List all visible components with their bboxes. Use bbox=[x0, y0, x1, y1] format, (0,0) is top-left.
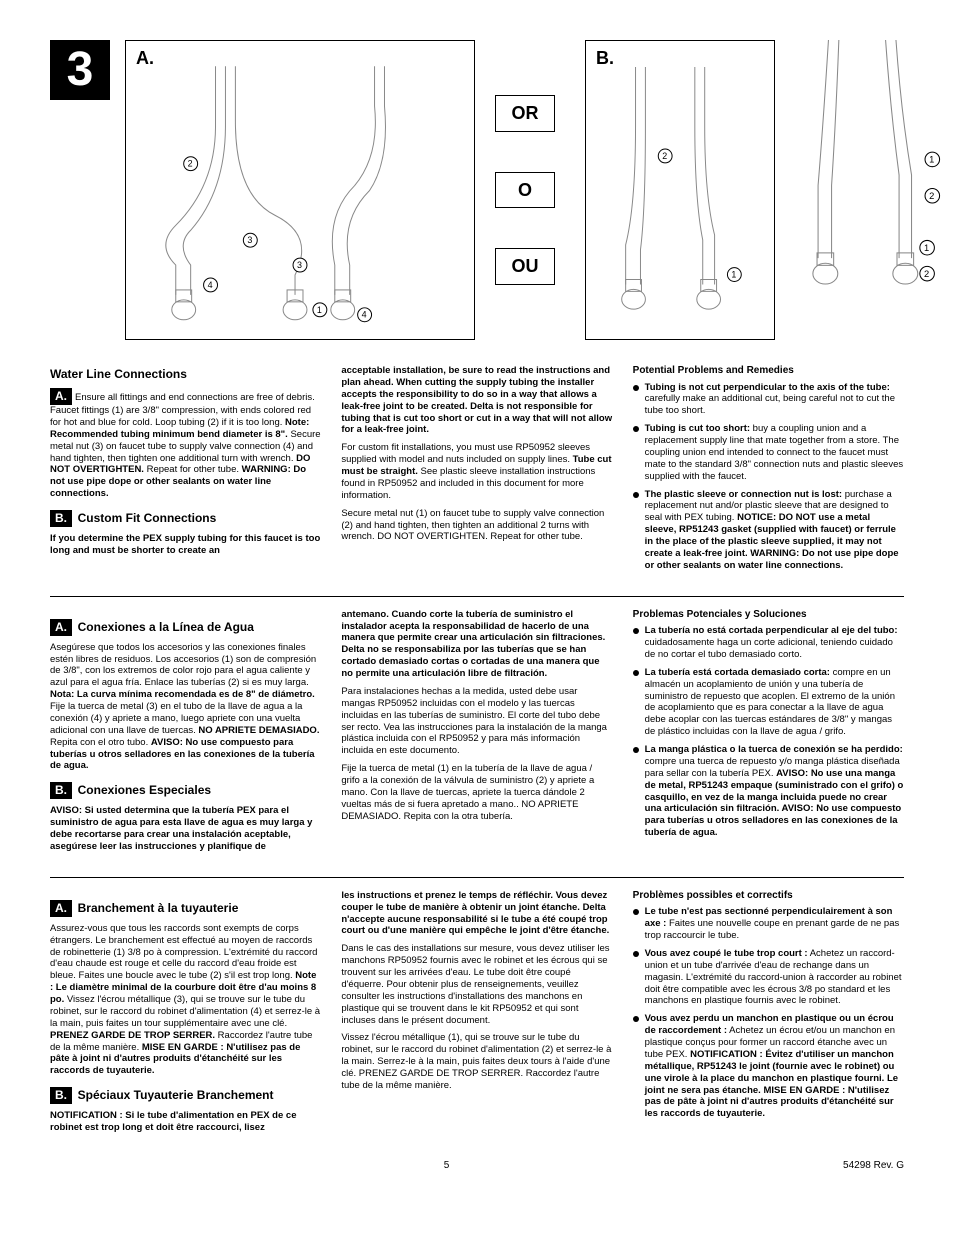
english-col1: Water Line Connections A.Ensure all fitt… bbox=[50, 365, 321, 578]
spanish-mid3: Fije la tuerca de metal (1) en la tuberí… bbox=[341, 763, 612, 822]
page-number: 5 bbox=[444, 1160, 450, 1173]
bullet-item: Le tube n'est pas sectionné perpendicula… bbox=[633, 906, 904, 942]
heading-potential-fr: Problèmes possibles et correctifs bbox=[633, 890, 904, 903]
diagram-a-illustration: 2 3 4 3 1 4 bbox=[136, 64, 464, 327]
svg-text:4: 4 bbox=[362, 310, 367, 320]
or-label-es: O bbox=[495, 172, 555, 209]
label-b-es: B. bbox=[50, 782, 72, 799]
french-bullets: Le tube n'est pas sectionné perpendicula… bbox=[633, 906, 904, 1120]
bullet-item: Vous avez coupé le tube trop court : Ach… bbox=[633, 948, 904, 1007]
step-number-badge: 3 bbox=[50, 40, 110, 100]
revision: 54298 Rev. G bbox=[843, 1160, 904, 1173]
french-p2: NOTIFICATION : Si le tube d'alimentation… bbox=[50, 1110, 321, 1134]
heading-custom-es: Conexiones Especiales bbox=[78, 783, 211, 797]
french-mid2: Dans le cas des installations sur mesure… bbox=[341, 943, 612, 1026]
french-col1: A. Branchement à la tuyauterie Assurez-v… bbox=[50, 890, 321, 1140]
bullet-item: Tubing is cut too short: buy a coupling … bbox=[633, 423, 904, 482]
svg-text:2: 2 bbox=[662, 151, 667, 161]
diagram-a-label: A. bbox=[136, 47, 154, 70]
spanish-mid1: antemano. Cuando corte la tubería de sum… bbox=[341, 609, 612, 680]
diagram-a: A. bbox=[125, 40, 475, 340]
spanish-section: A. Conexiones a la Línea de Agua Asegúre… bbox=[50, 609, 904, 859]
english-mid2: For custom fit installations, you must u… bbox=[341, 442, 612, 501]
svg-text:3: 3 bbox=[247, 235, 252, 245]
svg-text:1: 1 bbox=[924, 243, 929, 253]
spanish-p2: AVISO: Si usted determina que la tubería… bbox=[50, 805, 321, 853]
french-mid1: les instructions et prenez le temps de r… bbox=[341, 890, 612, 938]
english-p2: If you determine the PEX supply tubing f… bbox=[50, 533, 321, 557]
or-label-stack: OR O OU bbox=[485, 40, 565, 340]
bullet-item: La tubería está cortada demasiado corta:… bbox=[633, 667, 904, 738]
english-bullets: Tubing is not cut perpendicular to the a… bbox=[633, 382, 904, 572]
svg-text:2: 2 bbox=[188, 159, 193, 169]
separator bbox=[50, 596, 904, 597]
label-a-fr: A. bbox=[50, 900, 72, 917]
svg-text:2: 2 bbox=[924, 269, 929, 279]
french-mid3: Vissez l'écrou métallique (1), qui se tr… bbox=[341, 1032, 612, 1091]
bullet-item: La tubería no está cortada perpendicular… bbox=[633, 625, 904, 661]
french-col2: les instructions et prenez le temps de r… bbox=[341, 890, 612, 1140]
spanish-p1: Asegúrese que todos los accesorios y las… bbox=[50, 642, 321, 773]
label-a: A. bbox=[50, 388, 72, 405]
english-section: Water Line Connections A.Ensure all fitt… bbox=[50, 365, 904, 578]
diagram-c-illustration: 1 2 1 2 bbox=[790, 40, 950, 310]
step-header-row: 3 A. bbox=[50, 40, 904, 340]
svg-text:1: 1 bbox=[929, 155, 934, 165]
diagram-row: A. bbox=[125, 40, 950, 340]
english-col2: acceptable installation, be sure to read… bbox=[341, 365, 612, 578]
french-p1: Assurez-vous que tous les raccords sont … bbox=[50, 923, 321, 1077]
separator bbox=[50, 877, 904, 878]
svg-text:1: 1 bbox=[317, 305, 322, 315]
diagram-b-illustration: 2 1 bbox=[596, 64, 764, 327]
diagram-c: 1 2 1 2 bbox=[790, 40, 950, 310]
or-label-en: OR bbox=[495, 95, 555, 132]
heading-water-line: Water Line Connections bbox=[50, 367, 321, 382]
spanish-col2: antemano. Cuando corte la tubería de sum… bbox=[341, 609, 612, 859]
svg-text:4: 4 bbox=[208, 280, 213, 290]
or-label-fr: OU bbox=[495, 248, 555, 285]
diagram-b: B. 2 1 bbox=[585, 40, 775, 340]
label-b: B. bbox=[50, 510, 72, 527]
english-p1: A.Ensure all fittings and end connection… bbox=[50, 388, 321, 500]
heading-water-es: Conexiones a la Línea de Agua bbox=[78, 620, 254, 634]
heading-custom-fr: Spéciaux Tuyauterie Branchement bbox=[78, 1088, 274, 1102]
label-a-es: A. bbox=[50, 619, 72, 636]
heading-custom: Custom Fit Connections bbox=[78, 511, 217, 525]
svg-text:1: 1 bbox=[731, 270, 736, 280]
heading-water-fr: Branchement à la tuyauterie bbox=[78, 901, 239, 915]
bullet-item: Vous avez perdu un manchon en plastique … bbox=[633, 1013, 904, 1120]
spanish-bullets: La tubería no está cortada perpendicular… bbox=[633, 625, 904, 839]
heading-potential-es: Problemas Potenciales y Soluciones bbox=[633, 609, 904, 622]
bullet-item: The plastic sleeve or connection nut is … bbox=[633, 489, 904, 572]
bullet-item: Tubing is not cut perpendicular to the a… bbox=[633, 382, 904, 418]
diagram-b-label: B. bbox=[596, 47, 614, 70]
svg-text:3: 3 bbox=[297, 260, 302, 270]
english-mid1: acceptable installation, be sure to read… bbox=[341, 365, 612, 436]
svg-text:2: 2 bbox=[929, 191, 934, 201]
label-b-row: B. Custom Fit Connections bbox=[50, 510, 321, 527]
page-footer: 5 54298 Rev. G bbox=[50, 1160, 904, 1173]
french-section: A. Branchement à la tuyauterie Assurez-v… bbox=[50, 890, 904, 1140]
english-mid3: Secure metal nut (1) on faucet tube to s… bbox=[341, 508, 612, 544]
spanish-col1: A. Conexiones a la Línea de Agua Asegúre… bbox=[50, 609, 321, 859]
english-col3: Potential Problems and Remedies Tubing i… bbox=[633, 365, 904, 578]
label-b-fr: B. bbox=[50, 1087, 72, 1104]
spanish-mid2: Para instalaciones hechas a la medida, u… bbox=[341, 686, 612, 757]
heading-potential: Potential Problems and Remedies bbox=[633, 365, 904, 378]
spanish-col3: Problemas Potenciales y Soluciones La tu… bbox=[633, 609, 904, 859]
french-col3: Problèmes possibles et correctifs Le tub… bbox=[633, 890, 904, 1140]
bullet-item: La manga plástica o la tuerca de conexió… bbox=[633, 744, 904, 839]
